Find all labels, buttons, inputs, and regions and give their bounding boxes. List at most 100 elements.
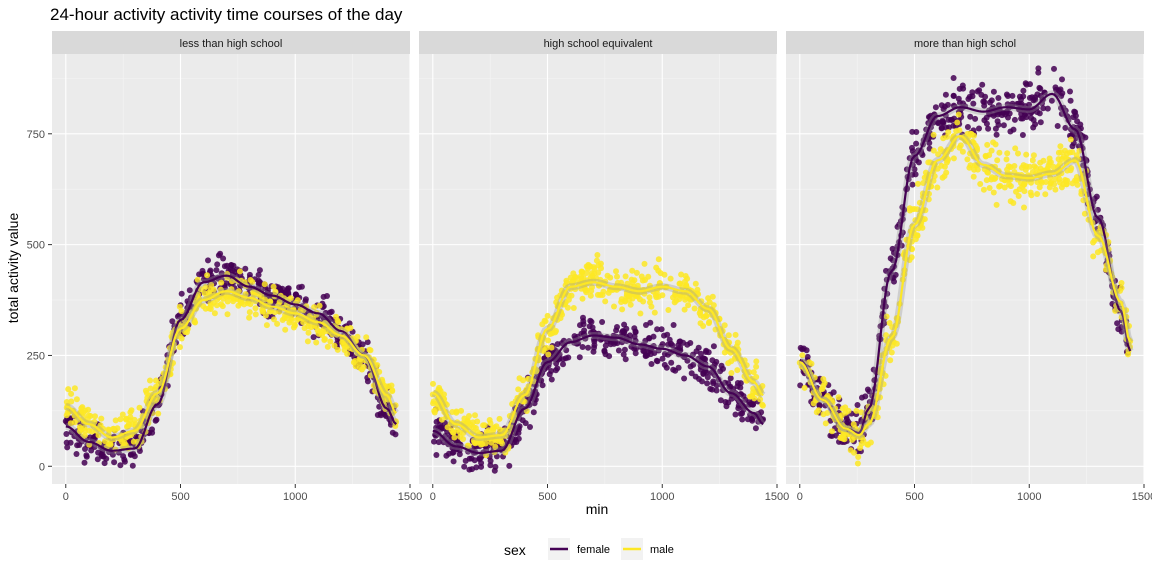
point-male: [458, 407, 465, 414]
point-male: [930, 131, 937, 138]
point-female: [647, 319, 654, 326]
point-male: [665, 307, 672, 313]
point-male: [224, 311, 231, 318]
point-male: [276, 308, 283, 315]
point-male: [470, 424, 477, 431]
point-female: [1062, 124, 1069, 131]
point-male: [80, 414, 87, 420]
point-male: [1050, 163, 1057, 170]
point-female: [956, 85, 963, 92]
point-male: [245, 298, 252, 305]
point-male: [628, 276, 635, 283]
point-female: [346, 320, 353, 327]
point-male: [980, 186, 987, 193]
point-male: [287, 295, 294, 302]
point-male: [335, 319, 342, 326]
point-male: [1029, 169, 1036, 175]
point-male: [688, 296, 695, 303]
point-male: [753, 374, 760, 380]
point-male: [1090, 239, 1097, 246]
smooth-line-male: [432, 281, 764, 439]
point-male: [563, 277, 570, 284]
point-male: [1047, 180, 1054, 187]
point-male: [474, 418, 481, 425]
point-male: [86, 427, 93, 434]
facet-strip-label: high school equivalent: [544, 38, 653, 50]
point-female: [909, 128, 916, 135]
point-female: [579, 344, 586, 350]
point-male: [627, 301, 634, 308]
point-male: [749, 392, 756, 399]
point-male: [1011, 169, 1018, 175]
point-female: [948, 116, 955, 123]
point-male: [1022, 166, 1029, 173]
point-female: [174, 313, 181, 320]
point-female: [560, 337, 567, 344]
point-female: [322, 309, 329, 316]
point-female: [670, 322, 677, 328]
point-male: [272, 288, 279, 295]
point-male: [557, 315, 564, 322]
point-male: [970, 173, 977, 180]
point-male: [569, 279, 576, 286]
point-female: [734, 380, 741, 386]
point-female: [334, 336, 341, 343]
point-male: [385, 383, 392, 390]
point-male: [339, 339, 346, 346]
point-male: [167, 371, 173, 378]
point-female: [538, 377, 545, 384]
point-male: [519, 398, 526, 405]
point-female: [513, 439, 520, 445]
point-male: [1025, 172, 1032, 179]
point-male: [984, 169, 991, 175]
point-female: [828, 433, 835, 439]
point-female: [695, 344, 702, 351]
point-male: [360, 364, 367, 370]
point-female: [669, 342, 676, 349]
point-female: [103, 455, 110, 462]
point-male: [68, 390, 75, 397]
point-male: [144, 394, 151, 401]
point-male: [191, 318, 198, 325]
point-male: [908, 254, 915, 261]
point-male: [237, 300, 244, 306]
point-male: [178, 335, 185, 342]
point-female: [136, 448, 143, 454]
point-male: [696, 310, 703, 317]
point-male: [594, 291, 601, 298]
point-female: [74, 442, 81, 449]
point-male: [195, 291, 201, 298]
point-male: [1112, 307, 1119, 314]
point-male: [230, 295, 237, 302]
point-female: [515, 430, 522, 436]
point-female: [554, 341, 561, 348]
smooth-line-female: [799, 92, 1132, 435]
point-male: [941, 163, 948, 170]
point-male: [331, 342, 338, 349]
point-male: [700, 314, 707, 321]
point-female: [658, 326, 665, 333]
point-male: [607, 274, 614, 281]
point-female: [621, 321, 628, 328]
point-female: [580, 318, 587, 325]
point-male: [197, 286, 204, 293]
point-male: [636, 296, 643, 303]
point-female: [1020, 87, 1027, 94]
point-male: [496, 415, 503, 422]
point-male: [1043, 179, 1049, 185]
point-female: [532, 396, 539, 403]
point-male: [712, 326, 719, 333]
point-male: [705, 320, 712, 327]
point-female: [909, 148, 916, 155]
facet-strip-label: less than high school: [180, 38, 283, 50]
point-female: [732, 411, 739, 418]
point-female: [687, 340, 694, 346]
point-male: [1094, 249, 1101, 256]
point-male: [996, 149, 1003, 156]
point-female: [680, 339, 687, 346]
point-male: [633, 269, 640, 276]
point-male: [653, 290, 660, 296]
point-female: [710, 343, 717, 350]
point-male: [734, 367, 741, 374]
point-male: [236, 268, 243, 275]
